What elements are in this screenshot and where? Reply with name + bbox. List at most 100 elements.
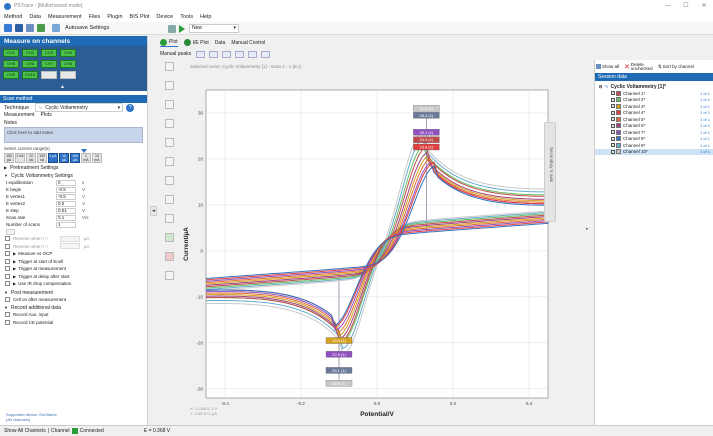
checkbox[interactable]: ✓: [611, 117, 615, 122]
channel-toggle-ch7[interactable]: CH7: [41, 60, 57, 68]
checkbox[interactable]: [5, 296, 10, 302]
checkbox[interactable]: ✓: [611, 130, 615, 135]
option-input[interactable]: [59, 243, 80, 250]
range-button[interactable]: 1 mA: [81, 153, 91, 163]
option-row[interactable]: ▶ Trigger at measurement: [0, 265, 147, 273]
checkbox[interactable]: [5, 312, 10, 318]
menu-measurement[interactable]: Measurement: [47, 14, 82, 20]
select-icon[interactable]: [165, 119, 174, 128]
run-select[interactable]: New ▾: [189, 24, 239, 33]
collapse-right-button[interactable]: ▸: [586, 226, 589, 232]
analysis-icon[interactable]: [248, 50, 258, 58]
tab-measurement[interactable]: Measurement: [4, 112, 35, 118]
tree-root[interactable]: ⊟ ∿ Cyclic Voltammetry [1]*: [595, 83, 713, 90]
show-all-button[interactable]: Show all: [596, 64, 619, 69]
channel-toggle-ch9[interactable]: CH9: [3, 71, 19, 79]
cursor-icon[interactable]: [165, 100, 174, 109]
tab-plot[interactable]: Plot: [160, 38, 178, 47]
method-icon[interactable]: [168, 24, 176, 33]
tab-plots[interactable]: Plots: [40, 112, 52, 118]
param-input[interactable]: 0.1: [56, 214, 76, 221]
zoom-icon[interactable]: [165, 62, 174, 71]
option-input[interactable]: [59, 235, 80, 242]
checkbox[interactable]: ✓: [611, 110, 615, 115]
collapse-icon[interactable]: ▲: [60, 84, 65, 90]
checkbox[interactable]: [5, 273, 10, 279]
checkbox[interactable]: ✓: [611, 136, 615, 141]
menu-help[interactable]: Help: [200, 14, 212, 20]
scale-icon[interactable]: [165, 176, 174, 185]
session-tree-item[interactable]: ✓ Channel 10* 1 of 1: [595, 148, 713, 155]
range-button[interactable]: 10 nA: [26, 153, 36, 163]
channel-toggle-ch2[interactable]: CH2: [22, 49, 38, 57]
checkbox[interactable]: ✓: [611, 97, 615, 102]
menu-plugin[interactable]: Plugin: [107, 14, 123, 20]
settings-icon[interactable]: [165, 271, 174, 280]
channel-toggle-ch1[interactable]: CH1: [3, 49, 19, 57]
save-icon[interactable]: [15, 24, 23, 32]
cell-on-check-row[interactable]: Cell on after measurement: [0, 296, 147, 304]
tab-ie-plot[interactable]: I/E Plot: [183, 39, 209, 46]
grid-icon[interactable]: [165, 214, 174, 223]
session-tree-item[interactable]: ✓ Channel 1* 1 of 1: [595, 90, 713, 97]
export-icon[interactable]: [37, 24, 45, 32]
play-icon[interactable]: [179, 24, 185, 33]
range-button[interactable]: 1 µA: [48, 153, 58, 163]
checkbox[interactable]: [5, 258, 10, 264]
maximize-button[interactable]: ☐: [683, 3, 689, 9]
sort-button[interactable]: ⇅ Sort by channel: [658, 64, 694, 70]
delete-unchecked-button[interactable]: ✕ Delete unchecked: [624, 62, 653, 71]
checkbox[interactable]: [5, 236, 10, 242]
range-button[interactable]: 100 µA: [70, 153, 80, 163]
menu-tools[interactable]: Tools: [180, 14, 194, 20]
menu-data[interactable]: Data: [29, 14, 41, 20]
channel-toggle-ch6[interactable]: CH6: [22, 60, 38, 68]
axis-icon[interactable]: [165, 157, 174, 166]
peak-search-icon[interactable]: [165, 233, 174, 242]
export-plot-icon[interactable]: [261, 50, 271, 58]
post-section[interactable]: ▼ Post measurement: [0, 289, 147, 296]
range-button[interactable]: 10 mA: [92, 153, 102, 163]
technique-select[interactable]: ∿ Cyclic Voltammetry ▾: [35, 103, 124, 112]
checkbox[interactable]: [5, 319, 10, 325]
channel-slot-empty[interactable]: [41, 71, 57, 79]
cv-section[interactable]: ▼ Cyclic Voltammetry Settings: [0, 172, 147, 179]
session-tree-item[interactable]: ✓ Channel 9* 1 of 1: [595, 142, 713, 149]
checkbox[interactable]: ✓: [611, 123, 615, 128]
checkbox[interactable]: ✓: [611, 149, 615, 154]
device-link[interactable]: Supported device: EmStat4x: [6, 412, 57, 417]
record-section[interactable]: ▼ Record additional data: [0, 304, 147, 311]
channel-toggle-ch3[interactable]: CH3: [41, 49, 57, 57]
checkbox[interactable]: [5, 243, 10, 249]
param-input[interactable]: -0.5: [56, 186, 76, 193]
show-channels-status[interactable]: Show All Channels: [4, 428, 46, 434]
checkbox[interactable]: ✓: [611, 143, 615, 148]
param-input[interactable]: 1: [56, 221, 76, 228]
more-button[interactable]: [6, 229, 15, 235]
secondary-axis-tab[interactable]: Secondary X axis: [544, 122, 556, 222]
help-icon[interactable]: ?: [126, 103, 135, 112]
autosave-button[interactable]: Autosave Settings: [52, 24, 109, 32]
pan-icon[interactable]: [165, 81, 174, 90]
option-row[interactable]: ▶ Trigger at delay after start: [0, 273, 147, 281]
tab-data[interactable]: Data: [214, 39, 226, 46]
channel-toggle-ch8[interactable]: CH8: [60, 60, 76, 68]
checkbox[interactable]: ✓: [611, 91, 615, 96]
checkbox[interactable]: [5, 281, 10, 287]
session-tree-item[interactable]: ✓ Channel 4* 1 of 1: [595, 110, 713, 117]
session-tree-item[interactable]: ✓ Channel 5* 1 of 1: [595, 116, 713, 123]
pretreatment-section[interactable]: ▶ Pretreatment Settings: [0, 164, 147, 171]
close-button[interactable]: ✕: [701, 3, 707, 9]
notes-field[interactable]: Click here to add notes: [4, 127, 143, 143]
legend-icon[interactable]: [165, 195, 174, 204]
param-input[interactable]: 0.01: [56, 207, 76, 214]
param-input[interactable]: 0: [56, 179, 76, 186]
menu-bis-plot[interactable]: BIS Plot: [129, 14, 150, 20]
menu-files[interactable]: Files: [88, 14, 101, 20]
option-row[interactable]: Reverse when i > µA: [0, 235, 147, 243]
range-button[interactable]: 100 nA: [37, 153, 47, 163]
minimize-button[interactable]: —: [665, 3, 671, 9]
checkbox[interactable]: [5, 266, 10, 272]
peak-tool-icon[interactable]: [196, 50, 206, 58]
cv-plot[interactable]: -0.4 -0.2 0.0 0.2 0.4 -30 -20 -10 0 10 20 30 Potenti…: [178, 60, 570, 422]
